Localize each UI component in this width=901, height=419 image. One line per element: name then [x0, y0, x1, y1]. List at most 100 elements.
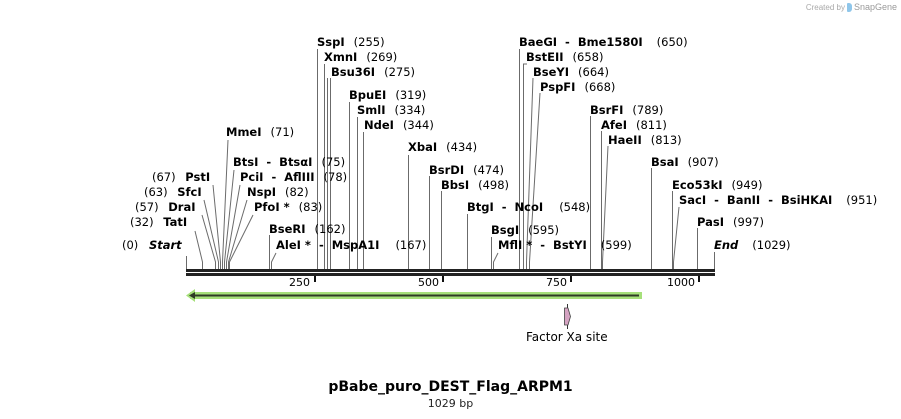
site-bsai[interactable]: BsaI (907) — [651, 155, 719, 169]
site-bsrfi[interactable]: BsrFI (789) — [590, 103, 663, 117]
watermark-prefix: Created by — [805, 2, 845, 12]
site-name: PspFI — [540, 80, 576, 94]
site-drai[interactable]: (57) DraI — [135, 200, 196, 214]
factor-xa-site-label[interactable]: Factor Xa site — [526, 330, 608, 344]
site-btsi[interactable]: BtsI - BtsαI (75) — [233, 155, 345, 169]
site-xbai[interactable]: XbaI (434) — [408, 140, 477, 154]
site-pasi[interactable]: PasI (997) — [697, 215, 764, 229]
site-pcii[interactable]: PciI - AflIII (78) — [240, 170, 347, 184]
site-btgi[interactable]: BtgI - NcoI (548) — [467, 200, 590, 214]
site-name: BpuEI — [349, 88, 387, 102]
site-position: (78) — [323, 170, 348, 184]
site-position: (32) — [130, 215, 154, 229]
site-psti[interactable]: (67) PstI — [152, 170, 210, 184]
site-name: SfcI — [177, 185, 202, 199]
ruler-label-500: 500 — [418, 276, 439, 289]
site-position: (319) — [395, 88, 427, 102]
site-position: (82) — [284, 185, 309, 199]
site-position: (1029) — [752, 238, 791, 252]
site-name: MflI * - BstYI — [498, 238, 587, 252]
ruler-ticks — [314, 276, 700, 282]
site-bseri[interactable]: BseRI (162) — [269, 222, 345, 236]
site-eco53ki[interactable]: Eco53kI (949) — [672, 178, 762, 192]
ruler-label-250: 250 — [289, 276, 310, 289]
site-position: (474) — [473, 163, 505, 177]
site-name: SmlI — [357, 103, 386, 117]
site-name: BbsI — [441, 178, 470, 192]
site-position: (334) — [394, 103, 426, 117]
site-name: Start — [148, 238, 182, 252]
site-position: (789) — [632, 103, 664, 117]
site-name: PstI — [185, 170, 211, 184]
ruler-label-750: 750 — [546, 276, 567, 289]
site-name: TatI — [163, 215, 188, 229]
site-position: (63) — [144, 185, 168, 199]
site-bpuei[interactable]: BpuEI (319) — [349, 88, 426, 102]
site-bsu36i[interactable]: Bsu36I (275) — [331, 65, 415, 79]
site-name: BaeGI - Bme1580I — [519, 35, 643, 49]
orf-arrow — [186, 289, 642, 302]
site-saci[interactable]: SacI - BanII - BsiHKAI (951) — [679, 193, 877, 207]
site-pspfi[interactable]: PspFI (668) — [540, 80, 615, 94]
site-bsgi[interactable]: BsgI (595) — [491, 223, 559, 237]
site-baegi[interactable]: BaeGI - Bme1580I (650) — [519, 35, 688, 49]
site-name: BtgI - NcoI — [467, 200, 544, 214]
site-ndei[interactable]: NdeI (344) — [364, 118, 434, 132]
site-position: (498) — [478, 178, 510, 192]
site-end[interactable]: End (1029) — [714, 238, 791, 252]
site-bbsi[interactable]: BbsI (498) — [441, 178, 509, 192]
site-name: PasI — [697, 215, 725, 229]
site-start[interactable]: (0) Start — [122, 238, 182, 252]
site-afei[interactable]: AfeI (811) — [601, 118, 667, 132]
site-name: SspI — [317, 35, 345, 49]
site-nspi[interactable]: NspI (82) — [247, 185, 309, 199]
site-position: (949) — [731, 178, 763, 192]
site-xmni[interactable]: XmnI (269) — [324, 50, 397, 64]
site-name: BsaI — [651, 155, 679, 169]
ruler-label-1000: 1000 — [667, 276, 695, 289]
site-position: (0) — [122, 238, 139, 252]
site-smli[interactable]: SmlI (334) — [357, 103, 425, 117]
site-connectors — [186, 49, 715, 270]
site-position: (275) — [384, 65, 416, 79]
site-name: NspI — [247, 185, 276, 199]
site-pfoi[interactable]: PfoI * (83) — [254, 200, 322, 214]
site-bsteii[interactable]: BstEII (658) — [526, 50, 603, 64]
site-bseyi[interactable]: BseYI (664) — [533, 65, 609, 79]
site-name: SacI - BanII - BsiHKAI — [679, 193, 833, 207]
site-name: AleI * - MspA1I — [276, 238, 380, 252]
site-position: (255) — [353, 35, 385, 49]
site-bsrdi[interactable]: BsrDI (474) — [429, 163, 504, 177]
site-name: PfoI * — [254, 200, 290, 214]
site-position: (83) — [298, 200, 323, 214]
site-position: (907) — [687, 155, 719, 169]
site-name: BseYI — [533, 65, 570, 79]
site-position: (650) — [656, 35, 688, 49]
site-mmei[interactable]: MmeI (71) — [226, 125, 294, 139]
site-name: XmnI — [324, 50, 358, 64]
site-position: (434) — [446, 140, 478, 154]
site-name: XbaI — [408, 140, 438, 154]
sequence-length: 1029 bp — [427, 397, 474, 410]
site-sfci[interactable]: (63) SfcI — [144, 185, 202, 199]
site-mfli[interactable]: MflI * - BstYI (599) — [498, 238, 632, 252]
site-sspi[interactable]: SspI (255) — [317, 35, 385, 49]
site-name: BseRI — [269, 222, 306, 236]
watermark-brand: SnapGene — [853, 2, 897, 12]
site-position: (71) — [270, 125, 295, 139]
site-tati[interactable]: (32) TatI — [130, 215, 187, 229]
site-position: (269) — [366, 50, 398, 64]
site-name: BsgI — [491, 223, 520, 237]
site-name: NdeI — [364, 118, 394, 132]
site-name: BstEII — [526, 50, 564, 64]
site-position: (811) — [635, 118, 667, 132]
site-position: (595) — [528, 223, 560, 237]
site-haeii[interactable]: HaeII (813) — [608, 133, 682, 147]
site-alei[interactable]: AleI * - MspA1I (167) — [276, 238, 426, 252]
site-position: (167) — [395, 238, 427, 252]
site-name: DraI — [168, 200, 196, 214]
site-position: (664) — [578, 65, 609, 79]
snapgene-watermark: Created by SnapGene — [806, 2, 897, 12]
